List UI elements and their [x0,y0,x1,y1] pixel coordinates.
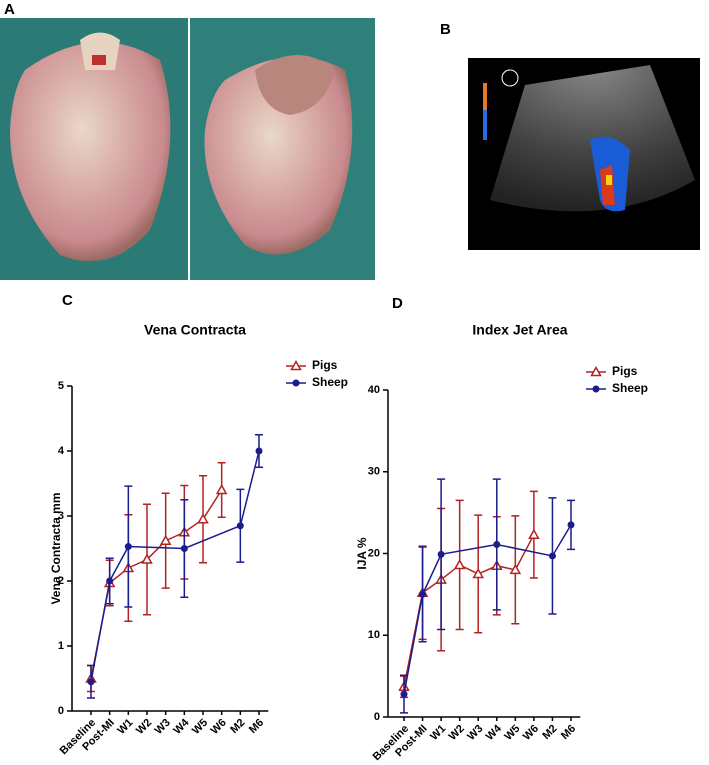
panel-label: B [440,21,451,38]
series-line [403,524,572,695]
chart-title: Index Jet Area [472,322,567,338]
marker [159,534,172,545]
x-tick-label: M2 [540,723,559,742]
marker [548,552,556,560]
y-tick-label: 3 [58,510,64,522]
x-tick-label: M2 [228,717,247,736]
x-tick-label: W4 [171,716,192,737]
marker [124,543,132,551]
photo-b [468,58,700,250]
marker [236,522,244,530]
marker [255,447,263,455]
x-tick-label: W2 [134,717,154,737]
marker [509,563,522,575]
series-line [403,534,535,687]
series-line [90,450,260,682]
x-tick-label: W6 [521,723,541,743]
marker [472,567,485,579]
legend-marker [292,379,300,387]
x-tick-label: W5 [502,723,522,743]
y-tick-label: 10 [368,629,380,641]
marker [453,558,466,570]
legend-marker [592,385,600,393]
x-tick-label: W5 [190,717,210,737]
marker [180,545,188,552]
y-tick-label: 5 [58,380,64,392]
y-tick-label: 0 [58,705,64,717]
y-tick-label: 40 [368,384,380,396]
x-tick-label: W1 [115,717,135,737]
marker [197,513,209,524]
y-tick-label: 1 [58,640,64,652]
y-axis-label: IJA % [355,537,369,570]
marker [528,528,540,539]
legend-label: Pigs [312,358,338,372]
panel-label: A [4,1,15,18]
panel-label: D [392,295,403,312]
x-tick-label: W4 [484,722,505,743]
chart-title: Vena Contracta [144,322,246,338]
y-tick-label: 20 [368,547,380,559]
legend-label: Pigs [612,364,638,378]
marker [400,690,408,698]
legend-marker [590,365,602,377]
y-tick-label: 4 [58,445,65,457]
marker [106,577,114,585]
y-tick-label: 0 [374,711,380,723]
marker [567,521,575,529]
legend-label: Sheep [312,375,348,389]
panel-label: C [62,292,73,309]
x-tick-label: W3 [153,717,173,737]
marker [215,483,228,495]
x-tick-label: W2 [447,723,467,743]
x-tick-label: W1 [428,723,448,743]
y-tick-label: 30 [368,466,380,478]
x-tick-label: M6 [247,717,266,736]
x-tick-label: W3 [465,723,485,743]
marker [141,553,153,564]
photo-a [0,18,375,280]
y-tick-label: 2 [58,575,64,587]
y-axis-label: Vena Contracta mm [49,492,63,604]
x-tick-label: M6 [559,723,578,742]
legend-marker [290,359,302,371]
marker [87,678,95,686]
x-tick-label: W6 [209,717,229,737]
legend-label: Sheep [612,381,648,395]
marker [419,590,427,598]
marker [493,541,501,549]
marker [437,550,445,558]
